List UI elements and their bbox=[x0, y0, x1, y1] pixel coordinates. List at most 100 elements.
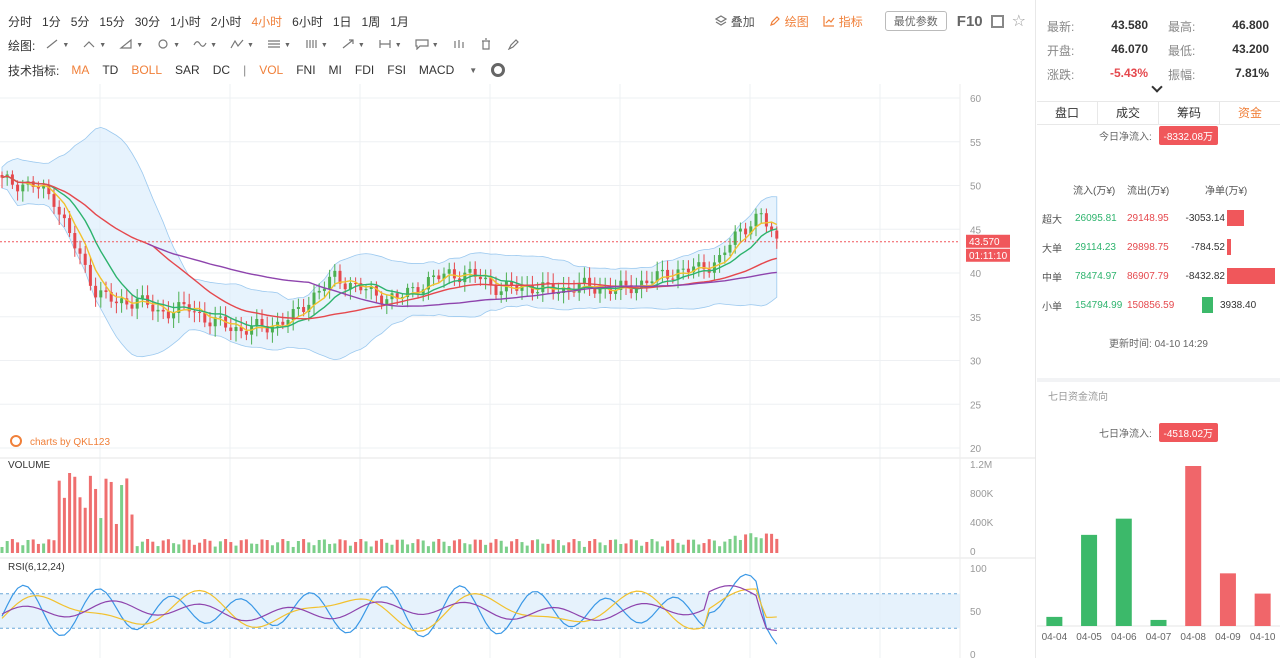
low-value: 43.200 bbox=[1232, 41, 1269, 56]
more-indicators-caret-icon[interactable]: ▼ bbox=[469, 65, 478, 75]
volume-bar bbox=[234, 545, 238, 553]
period-tab-2[interactable]: 5分 bbox=[70, 14, 90, 29]
indicator-td[interactable]: TD bbox=[102, 63, 119, 77]
line-tool-icon[interactable]: ▼ bbox=[45, 38, 69, 53]
fund-row-inflow: 154794.99 bbox=[1075, 299, 1123, 311]
rsi-axis-label: 50 bbox=[970, 607, 982, 618]
pattern-tool-icon[interactable]: ▼ bbox=[230, 38, 254, 53]
candle-body bbox=[645, 280, 649, 284]
day-bar bbox=[1046, 616, 1063, 626]
volume-bar bbox=[276, 542, 280, 553]
indicator-fsi[interactable]: FSI bbox=[387, 63, 406, 77]
gear-icon[interactable] bbox=[491, 63, 506, 77]
volume-bar bbox=[302, 539, 306, 553]
arrow-tool-icon[interactable]: ▼ bbox=[341, 38, 365, 53]
indicator-fdi[interactable]: FDI bbox=[354, 63, 375, 77]
period-tab-10[interactable]: 1周 bbox=[361, 14, 381, 29]
period-tab-5[interactable]: 1小时 bbox=[170, 14, 201, 29]
candle-body bbox=[520, 285, 524, 291]
channel-tool-icon[interactable]: ▼ bbox=[119, 38, 143, 53]
volume-bar bbox=[411, 543, 415, 553]
info-tabs: 盘口 成交 筹码 资金 bbox=[1037, 101, 1280, 125]
fullscreen-icon[interactable] bbox=[990, 14, 1004, 28]
candle-body bbox=[775, 230, 779, 239]
volume-bar bbox=[593, 539, 597, 553]
indicator-button[interactable]: 指标 bbox=[823, 13, 863, 30]
volume-bar bbox=[640, 545, 644, 553]
measure-tool-icon[interactable]: ▼ bbox=[378, 38, 402, 53]
note-tool-icon[interactable]: ▼ bbox=[415, 38, 439, 53]
tab-2[interactable]: 筹码 bbox=[1159, 102, 1220, 124]
indicator-mi[interactable]: MI bbox=[328, 63, 342, 77]
chart-tools: 叠加 绘图 指标 最优参数 F10 ☆ bbox=[701, 10, 1026, 32]
indicator-boll[interactable]: BOLL bbox=[131, 63, 163, 77]
drawing-label: 绘图: bbox=[8, 38, 36, 53]
seven-day-bar-chart: 04-04 04-05 04-06 04-07 04-08 04-09 04-10 bbox=[1037, 466, 1280, 643]
volume-bar bbox=[187, 539, 191, 553]
candle-body bbox=[499, 291, 503, 295]
fund-row-net-bar bbox=[1227, 268, 1275, 284]
price-axis-label: 60 bbox=[970, 94, 982, 105]
candle-body bbox=[634, 287, 638, 294]
bars-tool-icon[interactable] bbox=[452, 38, 466, 53]
candle-body bbox=[203, 312, 207, 323]
bars-tool-icon-glyph bbox=[452, 38, 466, 53]
period-tab-9[interactable]: 1日 bbox=[332, 14, 352, 29]
volume-bar bbox=[629, 539, 633, 553]
candle-body bbox=[156, 309, 160, 312]
period-tab-3[interactable]: 15分 bbox=[99, 14, 125, 29]
optimal-params-button[interactable]: 最优参数 bbox=[884, 11, 947, 31]
candle-body bbox=[62, 214, 66, 219]
indicator-dc[interactable]: DC bbox=[212, 63, 231, 77]
shape-tool-icon[interactable]: ▼ bbox=[156, 38, 180, 53]
countdown-tag: 01:11:10 bbox=[969, 251, 1008, 262]
trash-icon[interactable] bbox=[479, 37, 493, 53]
period-tab-8[interactable]: 6小时 bbox=[292, 14, 323, 29]
indicator-sar[interactable]: SAR bbox=[175, 63, 200, 77]
volume-bar bbox=[426, 546, 430, 553]
volume-bar bbox=[567, 542, 571, 553]
overlay-button[interactable]: 叠加 bbox=[714, 13, 755, 30]
indicator-macd[interactable]: MACD bbox=[418, 63, 455, 77]
note-tool-icon-glyph bbox=[415, 38, 429, 53]
volume-bar bbox=[265, 540, 269, 553]
tab-3[interactable]: 资金 bbox=[1220, 102, 1280, 124]
volume-bar bbox=[203, 539, 207, 553]
candle-body bbox=[36, 186, 40, 189]
indicator-ma[interactable]: MA bbox=[71, 63, 90, 77]
draw-button[interactable]: 绘图 bbox=[769, 13, 809, 30]
candle-body bbox=[671, 278, 675, 280]
gann-tool-icon[interactable]: ▼ bbox=[304, 38, 328, 53]
volume-bar bbox=[52, 540, 56, 553]
eraser-icon[interactable] bbox=[506, 38, 520, 53]
fund-row-label: 超大 bbox=[1042, 214, 1062, 226]
indicator-fni[interactable]: FNI bbox=[296, 63, 316, 77]
amplitude-value: 7.81% bbox=[1234, 65, 1269, 80]
wave-tool-icon[interactable]: ▼ bbox=[193, 38, 217, 53]
f10-button[interactable]: F10 bbox=[956, 12, 983, 30]
period-tab-1[interactable]: 1分 bbox=[42, 14, 61, 29]
price-chart[interactable]: 43.570 01:11:10 60 55 50 45 40 35 30 25 20 charts b… bbox=[0, 84, 1036, 658]
period-tab-7[interactable]: 4小时 bbox=[251, 14, 283, 29]
period-tab-11[interactable]: 1月 bbox=[390, 14, 409, 29]
favorite-star-icon[interactable]: ☆ bbox=[1011, 13, 1026, 30]
fib-tool-icon[interactable]: ▼ bbox=[267, 38, 291, 53]
candle-body bbox=[255, 318, 259, 327]
candle-body bbox=[484, 277, 488, 280]
indicator-vol[interactable]: VOL bbox=[259, 63, 284, 77]
volume-bar bbox=[146, 539, 150, 553]
caret-down-icon: ▼ bbox=[136, 41, 144, 49]
ray-tool-icon[interactable]: ▼ bbox=[82, 38, 106, 53]
period-tab-6[interactable]: 2小时 bbox=[210, 14, 242, 29]
period-tab-0[interactable]: 分时 bbox=[8, 14, 33, 29]
candle-body bbox=[692, 266, 696, 273]
volume-bar bbox=[99, 518, 103, 553]
tab-0[interactable]: 盘口 bbox=[1037, 102, 1098, 124]
caret-down-icon: ▼ bbox=[431, 41, 439, 49]
caret-down-icon: ▼ bbox=[283, 41, 291, 49]
update-time: 更新时间: 04-10 14:29 bbox=[1037, 335, 1280, 350]
tab-1[interactable]: 成交 bbox=[1098, 102, 1159, 124]
period-tab-4[interactable]: 30分 bbox=[134, 14, 161, 29]
volume-bar bbox=[764, 533, 768, 553]
caret-down-icon: ▼ bbox=[394, 41, 402, 49]
